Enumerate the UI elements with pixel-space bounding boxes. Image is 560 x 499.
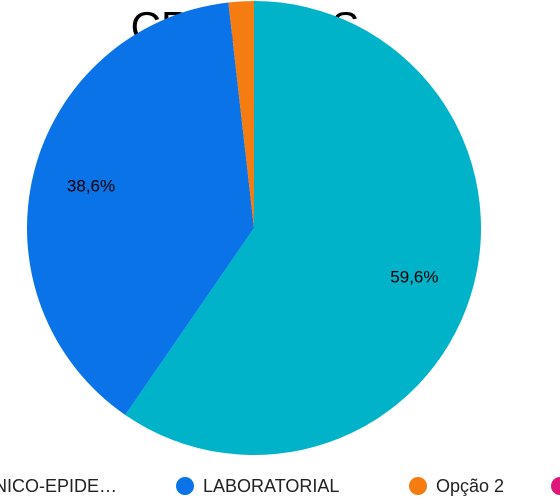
legend-label: CLÍNICO-EPIDE… [0,476,117,496]
legend-swatch [176,477,194,495]
pie-slice [228,1,254,228]
pie-slice [125,1,481,455]
legend-swatch [551,477,560,495]
legend-swatch [409,477,427,495]
slice-label: 38,6% [67,177,115,196]
slice-label: 59,6% [390,267,438,286]
legend-label: Opção 2 [436,476,504,496]
legend-label: LABORATORIAL [203,476,339,496]
pie-slice [27,2,255,415]
